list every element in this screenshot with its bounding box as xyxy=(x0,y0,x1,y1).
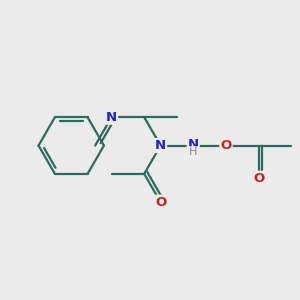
Text: O: O xyxy=(155,196,166,209)
Text: N: N xyxy=(155,139,166,152)
Text: N: N xyxy=(188,138,199,151)
Text: O: O xyxy=(253,172,264,185)
Text: H: H xyxy=(189,147,197,157)
Text: N: N xyxy=(106,111,117,124)
Text: O: O xyxy=(220,139,232,152)
